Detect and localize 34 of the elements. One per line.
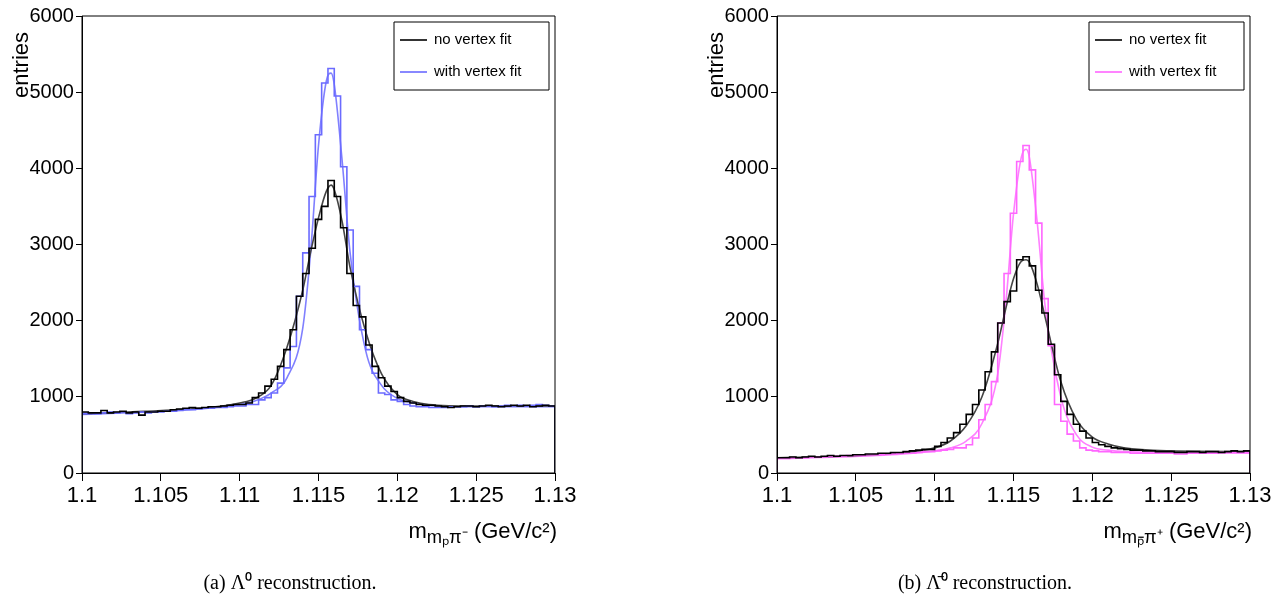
y-tick-label: 4000 — [29, 155, 74, 178]
legend-label: no vertex fit — [1129, 30, 1208, 48]
y-tick-label: 0 — [757, 460, 769, 483]
x-tick-label: 1.115 — [986, 482, 1041, 508]
x-tick-label: 1.1 — [66, 482, 98, 508]
x-tick-label: 1.115 — [291, 482, 346, 508]
y-tick-label: 1000 — [724, 384, 769, 407]
legend-label: no vertex fit — [434, 30, 513, 48]
y-tick-label: 6000 — [724, 3, 769, 26]
x-tick-label: 1.125 — [448, 482, 504, 508]
y-tick-label: 0 — [62, 460, 74, 483]
y-tick-label: 2000 — [724, 308, 769, 331]
text: (a) Λ⁰ reconstruction. — [203, 570, 377, 595]
x-tick-label: 1.11 — [219, 482, 261, 508]
x-tick-label: 1.12 — [375, 482, 419, 508]
x-tick-label: 1.105 — [133, 482, 189, 508]
x-tick-label: 1.12 — [1070, 482, 1114, 508]
legend-label: with vertex fit — [1128, 62, 1218, 80]
legend-label: with vertex fit — [433, 62, 523, 80]
x-axis-title: m$_{mₚ̄π⁺}$ (GeV/c²) — [1103, 518, 1252, 549]
x-tick-label: 1.1 — [761, 482, 793, 508]
y-tick-label: 3000 — [29, 232, 74, 255]
y-tick-label: 3000 — [724, 232, 769, 255]
y-tick-label: 6000 — [29, 3, 74, 26]
x-tick-label: 1.11 — [914, 482, 956, 508]
x-tick-label: 1.105 — [828, 482, 884, 508]
y-tick-label: 1000 — [29, 384, 74, 407]
x-tick-label: 1.13 — [533, 482, 577, 508]
y-tick-label: 2000 — [29, 308, 74, 331]
y-tick-label: 4000 — [724, 155, 769, 178]
x-tick-label: 1.13 — [1228, 482, 1272, 508]
x-axis-title: m$_{mₚπ⁻}$ (GeV/c²) — [408, 518, 557, 549]
x-tick-label: 1.125 — [1143, 482, 1199, 508]
text: (b) Λ̄⁰ reconstruction. — [897, 570, 1073, 595]
